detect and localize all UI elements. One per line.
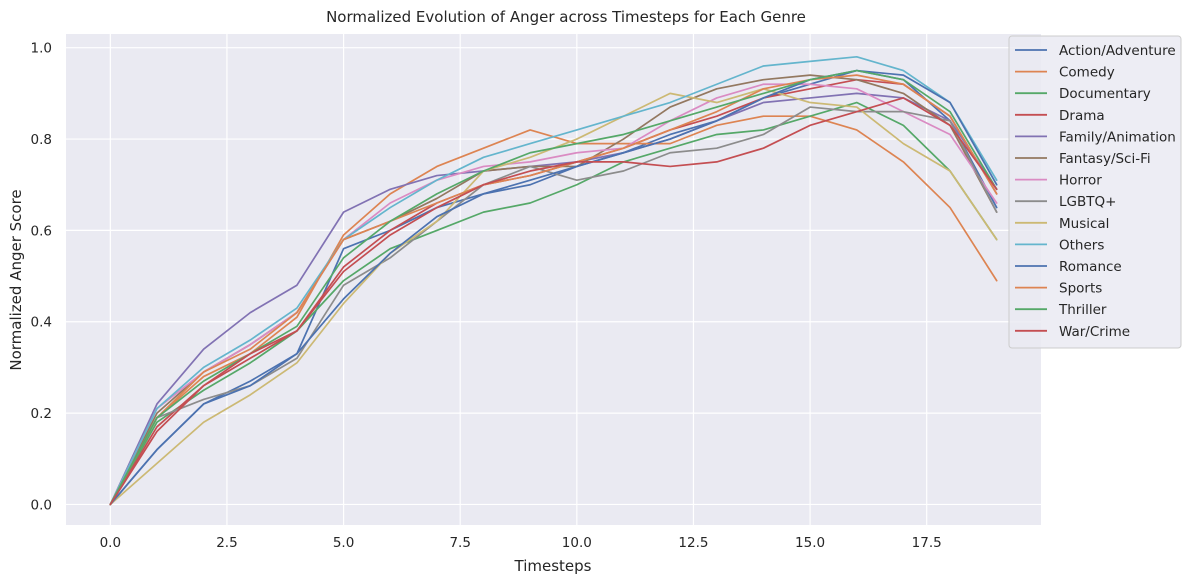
legend-label: Fantasy/Sci-Fi	[1059, 151, 1151, 167]
legend-label: Drama	[1059, 108, 1105, 124]
y-axis-label: Normalized Anger Score	[7, 189, 25, 370]
series-line-6	[109, 83, 998, 506]
x-tick-label: 7.5	[449, 535, 470, 551]
x-tick-label: 12.5	[678, 535, 708, 551]
x-tick-label: 15.0	[795, 535, 825, 551]
y-tick-label: 0.6	[31, 223, 52, 239]
legend-label: Action/Adventure	[1059, 43, 1176, 59]
x-tick-label: 5.0	[333, 535, 354, 551]
legend-label: Musical	[1059, 216, 1109, 232]
series-line-4	[109, 92, 998, 506]
x-axis-ticks: 0.0 2.5 5.0 7.5 10.0 12.5 15.0 17.5	[100, 535, 942, 551]
legend-label: Horror	[1059, 173, 1102, 189]
legend-items: Action/Adventure Comedy Documentary Drama Fa…	[1015, 43, 1176, 340]
legend-label: Documentary	[1059, 86, 1151, 102]
series-line-2	[109, 101, 998, 506]
legend-label: Comedy	[1059, 65, 1115, 81]
x-tick-label: 17.5	[912, 535, 942, 551]
legend-label: Romance	[1059, 259, 1122, 275]
x-tick-label: 0.0	[100, 535, 121, 551]
legend: Action/Adventure Comedy Documentary Drama Fa…	[1008, 35, 1182, 349]
series-line-11	[109, 74, 998, 506]
legend-label: War/Crime	[1059, 324, 1130, 340]
plot-area	[66, 34, 1041, 525]
series-line-13	[109, 97, 998, 506]
y-tick-label: 0.4	[31, 315, 52, 331]
series-lines	[109, 55, 998, 506]
legend-label: Others	[1059, 237, 1104, 253]
legend-label: Thriller	[1058, 302, 1107, 318]
y-tick-label: 1.0	[31, 41, 52, 57]
series-line-9	[109, 55, 998, 506]
legend-label: Sports	[1059, 281, 1102, 297]
y-tick-label: 0.2	[31, 406, 52, 422]
chart-title: Normalized Evolution of Anger across Tim…	[326, 8, 806, 26]
legend-label: Family/Animation	[1059, 129, 1176, 145]
legend-label: LGBTQ+	[1059, 194, 1116, 210]
y-tick-label: 0.8	[31, 132, 52, 148]
y-tick-label: 0.0	[31, 497, 52, 513]
legend-box	[1008, 35, 1182, 349]
x-tick-label: 10.0	[562, 535, 592, 551]
y-axis-ticks: 0.0 0.2 0.4 0.6 0.8 1.0	[31, 41, 52, 514]
x-tick-label: 2.5	[216, 535, 237, 551]
x-axis-label: Timesteps	[514, 557, 592, 575]
